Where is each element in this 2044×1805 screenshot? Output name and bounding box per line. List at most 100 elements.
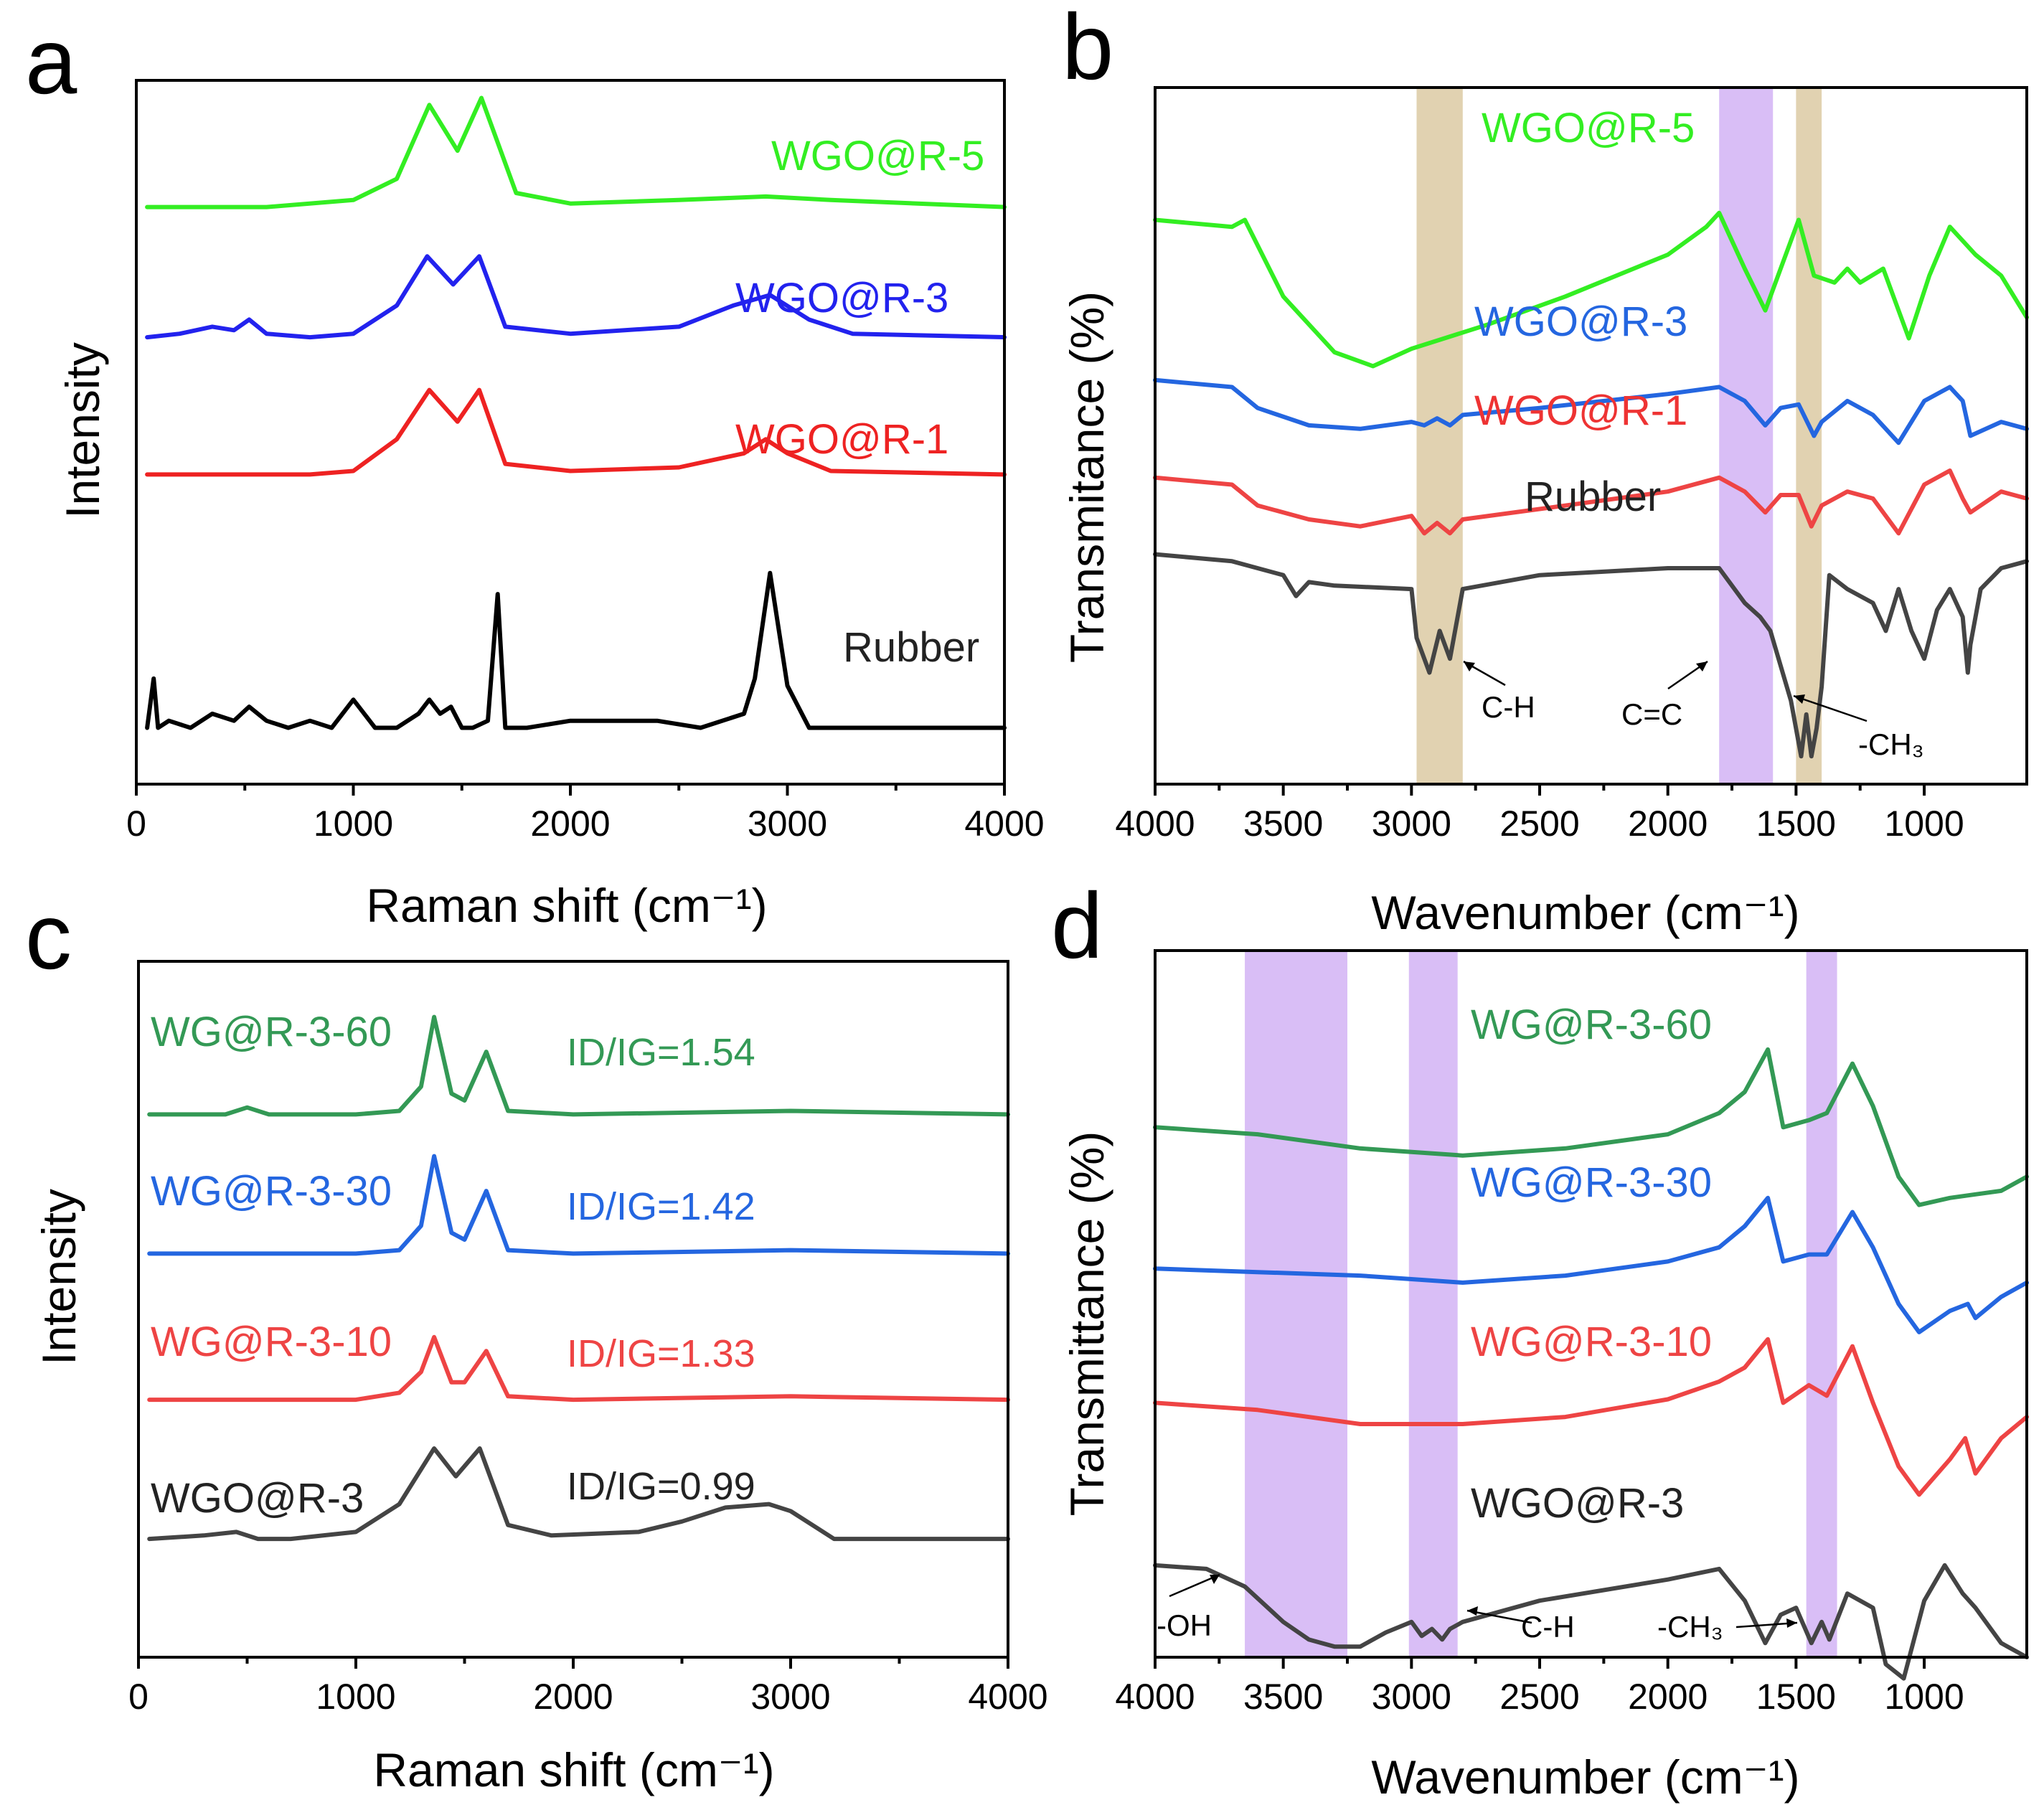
panel-b-band-2 — [1796, 88, 1822, 784]
panel-d-ylabel: Transmittance (%) — [1060, 1131, 1113, 1517]
panel-c-xtick-label-1000: 1000 — [316, 1677, 395, 1717]
panel-d-series-wg-r-3-60 — [1153, 1047, 2029, 1207]
panel-c-xlabel: Raman shift (cm⁻¹) — [373, 1743, 774, 1796]
panel-a-ylabel: Intensity — [56, 342, 109, 519]
panel-b-xtick-label-3500: 3500 — [1243, 803, 1323, 844]
panel-a-series-wgo-r-5 — [145, 95, 1007, 209]
panel-c-xtick-label-2000: 2000 — [533, 1677, 613, 1717]
panel-d-xtick-label-1500: 1500 — [1756, 1677, 1836, 1717]
panel-d-series-wg-r-3-30 — [1153, 1195, 2029, 1334]
panel-d-xtick-label-4000: 4000 — [1115, 1677, 1195, 1717]
panel-b-series-wgo-r-3 — [1153, 377, 2029, 446]
panel-d: d Transmittance (%) Wavenumber (cm⁻¹) WG… — [1051, 873, 2029, 1804]
panel-c-xtick-label-0: 0 — [128, 1677, 149, 1717]
panel-b-annot-ch: C-H — [1482, 690, 1535, 724]
panel-c-ratio-60: ID/IG=1.54 — [567, 1031, 755, 1074]
panel-b-label-rubber: Rubber — [1525, 473, 1661, 520]
panel-c-series-wg-r-3-30 — [147, 1154, 1010, 1256]
panel-c-ylabel: Intensity — [32, 1189, 85, 1365]
panel-d-xtick-label-2500: 2500 — [1499, 1677, 1579, 1717]
panel-d-xtick-label-1000: 1000 — [1884, 1677, 1964, 1717]
panel-b-series-rubber — [1153, 552, 2029, 759]
panel-b-letter: b — [1062, 0, 1113, 99]
panel-b-arrowhead-ch — [1464, 661, 1475, 671]
panel-a-series-rubber — [145, 570, 1007, 730]
panel-c-label-wgo: WGO@R-3 — [151, 1475, 364, 1522]
panel-b-xtick-label-3000: 3000 — [1372, 803, 1451, 844]
panel-a-label-wgo-r5: WGO@R-5 — [771, 133, 984, 179]
panel-d-axes-frame — [1154, 949, 2028, 1659]
panel-b-band-0 — [1416, 88, 1463, 784]
panel-d-band-2 — [1806, 951, 1837, 1657]
panel-b-xtick-label-2000: 2000 — [1628, 803, 1708, 844]
panel-d-band-1 — [1408, 951, 1458, 1657]
panel-b-band-1 — [1719, 88, 1774, 784]
panel-d-label-60: WG@R-3-60 — [1471, 1002, 1712, 1048]
panel-d-letter: d — [1051, 873, 1103, 978]
panel-d-label-wgo: WGO@R-3 — [1471, 1480, 1684, 1527]
panel-d-series-wg-r-3-10 — [1153, 1337, 2029, 1497]
panel-d-xlabel: Wavenumber (cm⁻¹) — [1371, 1750, 1799, 1804]
panel-a-series-wgo-r-1 — [145, 387, 1007, 477]
panel-b-xtick-label-1500: 1500 — [1756, 803, 1836, 844]
panel-b: b Transmitance (%) Wavenumber (cm⁻¹) WGO… — [1060, 0, 2029, 939]
panel-c-ratio-wgo: ID/IG=0.99 — [567, 1465, 755, 1508]
panel-a-xtick-label-1000: 1000 — [314, 803, 393, 844]
panel-d-series-wgo-r-3 — [1153, 1563, 2029, 1681]
panel-a-label-wgo-r3: WGO@R-3 — [735, 275, 948, 321]
panel-b-xlabel: Wavenumber (cm⁻¹) — [1371, 886, 1799, 939]
panel-d-annot-ch3: -CH₃ — [1657, 1610, 1723, 1644]
panel-c-label-60: WG@R-3-60 — [151, 1009, 392, 1055]
panel-b-arrowhead-cc — [1696, 661, 1708, 671]
panel-d-label-10: WG@R-3-10 — [1471, 1319, 1712, 1365]
panel-b-axes-frame — [1154, 86, 2028, 786]
panel-c-series-wgo-r-3 — [147, 1446, 1010, 1542]
panel-b-annot-ch3: -CH₃ — [1858, 727, 1924, 761]
panel-b-arrow-ch3 — [1793, 694, 1868, 722]
panel-b-label-wgo-r5: WGO@R-5 — [1482, 105, 1695, 151]
panel-a-xtick-label-0: 0 — [126, 803, 146, 844]
panel-b-series-wgo-r-5 — [1153, 210, 2029, 369]
panel-b-label-wgo-r1: WGO@R-1 — [1474, 387, 1687, 434]
panel-b-series-wgo-r-1 — [1153, 468, 2029, 536]
panel-a-xtick-label-2000: 2000 — [530, 803, 610, 844]
panel-b-arrowhead-ch3 — [1794, 694, 1805, 704]
panel-a-xlabel: Raman shift (cm⁻¹) — [366, 879, 767, 932]
panel-b-annot-cc: C=C — [1621, 697, 1682, 731]
panel-a-series — [145, 95, 1007, 730]
panel-a-letter: a — [25, 9, 77, 113]
panel-d-band-0 — [1245, 951, 1348, 1657]
panel-d-annot-ch: C-H — [1521, 1610, 1575, 1644]
panel-a-label-wgo-r1: WGO@R-1 — [735, 416, 948, 463]
panel-c-label-30: WG@R-3-30 — [151, 1168, 392, 1215]
panel-d-arrow-ch — [1466, 1609, 1532, 1624]
panel-d-xtick-label-3500: 3500 — [1243, 1677, 1323, 1717]
panel-d-arrowhead-ch — [1467, 1606, 1478, 1616]
panel-a-series-wgo-r-3 — [145, 254, 1007, 340]
panel-c-ratio-10: ID/IG=1.33 — [567, 1332, 755, 1375]
panel-a-xtick-label-3000: 3000 — [748, 803, 827, 844]
panel-b-xtick-label-1000: 1000 — [1884, 803, 1964, 844]
panel-c-xtick-label-3000: 3000 — [750, 1677, 830, 1717]
panel-a-label-rubber: Rubber — [843, 624, 979, 671]
panel-b-label-wgo-r3: WGO@R-3 — [1474, 298, 1687, 345]
panel-c-xtick-label-4000: 4000 — [968, 1677, 1047, 1717]
panel-b-xtick-label-4000: 4000 — [1115, 803, 1195, 844]
panel-c-label-10: WG@R-3-10 — [151, 1319, 392, 1365]
panel-d-arrowhead-ch3 — [1786, 1618, 1797, 1628]
panel-c-ratio-30: ID/IG=1.42 — [567, 1185, 755, 1228]
panel-d-annot-oh: -OH — [1157, 1608, 1212, 1642]
panel-d-label-30: WG@R-3-30 — [1471, 1159, 1712, 1206]
panel-b-ylabel: Transmitance (%) — [1060, 291, 1113, 663]
panel-d-xtick-label-2000: 2000 — [1628, 1677, 1708, 1717]
panel-d-arrowhead-oh — [1210, 1575, 1220, 1584]
panel-a-xtick-label-4000: 4000 — [964, 803, 1044, 844]
panel-a: a Intensity Raman shift (cm⁻¹) WGO@R-5 W… — [25, 9, 1045, 932]
panel-c-letter: c — [25, 884, 72, 989]
panel-c: c Intensity Raman shift (cm⁻¹) WG@R-3-60… — [25, 884, 1048, 1796]
panel-d-xtick-label-3000: 3000 — [1372, 1677, 1451, 1717]
panel-b-xtick-label-2500: 2500 — [1499, 803, 1579, 844]
panel-c-series-wg-r-3-10 — [147, 1334, 1010, 1403]
panel-c-series-wg-r-3-60 — [147, 1014, 1010, 1117]
